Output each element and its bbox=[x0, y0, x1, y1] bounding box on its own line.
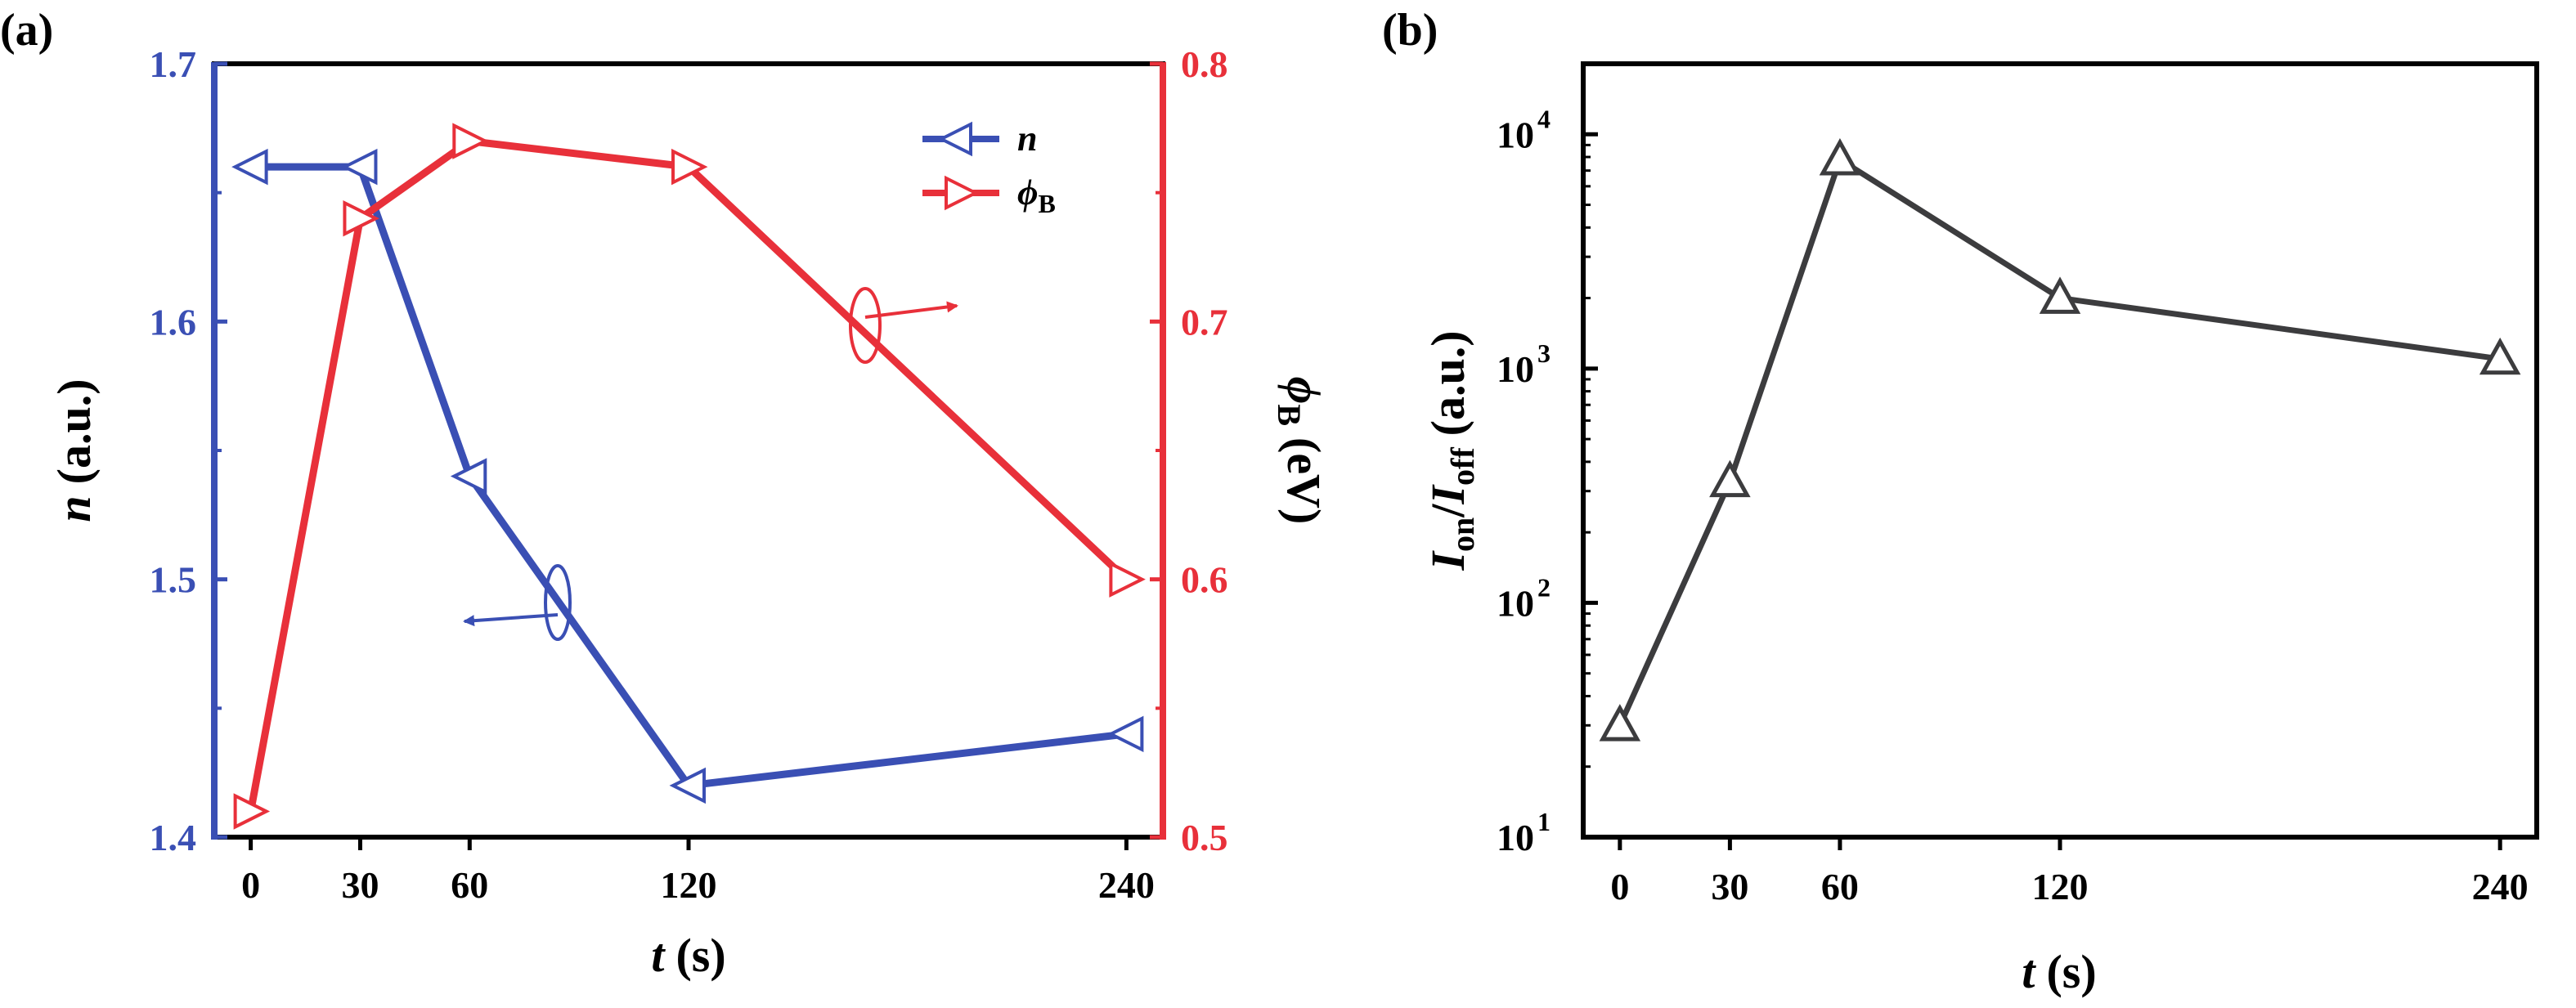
data-point-n bbox=[340, 148, 378, 186]
data-point-phi bbox=[671, 148, 708, 186]
y-tick-exponent-b: 1 bbox=[1537, 807, 1551, 836]
x-tick-label-b: 0 bbox=[1610, 866, 1629, 907]
x-tick-label-b: 60 bbox=[1821, 866, 1859, 907]
legend-label-phi: ϕB bbox=[1017, 172, 1056, 218]
data-point-on-off bbox=[1599, 704, 1641, 741]
y-tick-label-b: 10 bbox=[1497, 582, 1534, 624]
y-left-tick-label: 1.7 bbox=[150, 43, 197, 85]
data-point-on-off bbox=[2039, 276, 2081, 314]
y-left-tick-label: 1.6 bbox=[150, 301, 197, 343]
y-tick-label-b: 10 bbox=[1497, 348, 1534, 390]
legend-marker-n bbox=[937, 121, 972, 157]
y-right-tick-label: 0.8 bbox=[1181, 43, 1228, 85]
y-axis-label-b: Ion/Ioff(a.u.) bbox=[1421, 330, 1481, 571]
y-tick-exponent-b: 3 bbox=[1537, 338, 1551, 368]
legend-marker-phi bbox=[945, 175, 980, 211]
y-label-b-slash: / bbox=[1421, 504, 1474, 518]
x-axis-ticks-a: 0 30 60 120 240 bbox=[241, 837, 1155, 906]
phi-axis-indicator-ellipse bbox=[849, 287, 882, 364]
x-axis-label-unit-b: (s) bbox=[2046, 945, 2096, 998]
y-left-label-var: n bbox=[47, 495, 101, 522]
n-axis-indicator-arrow bbox=[463, 613, 559, 627]
data-point-on-off bbox=[2479, 337, 2521, 375]
data-point-on-off bbox=[1709, 459, 1751, 498]
y-left-label-unit: (a.u.) bbox=[47, 379, 101, 484]
data-point-n bbox=[231, 148, 268, 186]
y-right-label-var: ϕ bbox=[1277, 377, 1331, 405]
legend-item-phi: ϕB bbox=[922, 172, 1056, 218]
y-right-axis-label: ϕB (eV) bbox=[1271, 377, 1331, 525]
chart-panel-a: (a) 0 30 60 120 240 1.41.51.61.7 0.50.60.70.… bbox=[0, 5, 1331, 982]
panel-label-b: (b) bbox=[1382, 5, 1438, 56]
legend-label-n: n bbox=[1017, 119, 1037, 159]
y-left-ticks: 1.4 1.5 1.6 1.7 bbox=[150, 43, 227, 858]
data-point-phi bbox=[233, 793, 271, 830]
x-tick-label-a: 240 bbox=[1098, 864, 1155, 906]
n-axis-indicator-ellipse bbox=[544, 564, 572, 641]
x-axis-label-unit-a: (s) bbox=[675, 929, 725, 982]
x-axis-label-var-b: t bbox=[2022, 945, 2036, 998]
y-tick-exponent-b: 4 bbox=[1537, 104, 1551, 133]
y-left-axis-label: n (a.u.) bbox=[47, 379, 101, 522]
series-group-b bbox=[1599, 138, 2521, 741]
x-tick-label-b: 120 bbox=[2032, 866, 2089, 907]
x-tick-label-b: 30 bbox=[1711, 866, 1748, 907]
series-group-a bbox=[231, 123, 1146, 830]
data-point-phi bbox=[343, 199, 379, 237]
x-axis-ticks-b: 0 30 60 120 240 bbox=[1610, 837, 2529, 907]
y-right-label-sub: B bbox=[1271, 404, 1308, 426]
y-label-b-i2: I bbox=[1421, 484, 1474, 505]
data-point-n bbox=[450, 458, 487, 495]
y-tick-label-b: 10 bbox=[1497, 817, 1534, 858]
x-tick-label-a: 120 bbox=[661, 864, 717, 906]
y-tick-exponent-b: 2 bbox=[1537, 572, 1551, 602]
y-tick-label-b: 10 bbox=[1497, 114, 1534, 155]
panel-label-a: (a) bbox=[0, 5, 53, 56]
x-axis-label-b: t (s) bbox=[2022, 945, 2096, 998]
y-label-b-i1: I bbox=[1421, 550, 1474, 571]
y-left-tick-label: 1.4 bbox=[150, 817, 197, 858]
y-right-tick-label: 0.5 bbox=[1181, 817, 1228, 858]
data-point-n bbox=[1106, 715, 1144, 753]
x-tick-label-a: 30 bbox=[341, 864, 379, 906]
series-line-phi bbox=[247, 137, 1129, 813]
y-right-tick-label: 0.7 bbox=[1181, 301, 1228, 343]
x-tick-label-b: 240 bbox=[2472, 866, 2529, 907]
y-right-label-unit: (eV) bbox=[1277, 437, 1331, 524]
legend-a: n ϕB bbox=[922, 119, 1056, 218]
x-axis-label-a: t (s) bbox=[651, 929, 725, 982]
y-label-b-unit: (a.u.) bbox=[1421, 330, 1474, 436]
data-point-phi bbox=[1109, 561, 1146, 598]
series-line-on-off bbox=[1617, 156, 2501, 727]
x-tick-label-a: 0 bbox=[241, 864, 260, 906]
data-point-on-off bbox=[1819, 138, 1861, 176]
y-right-tick-label: 0.6 bbox=[1181, 559, 1228, 601]
phi-axis-indicator-arrow bbox=[864, 301, 958, 319]
data-point-n bbox=[669, 767, 706, 804]
legend-item-n: n bbox=[922, 119, 1037, 159]
legend-label-phi-sub: B bbox=[1038, 189, 1055, 218]
x-axis-label-var-a: t bbox=[651, 929, 666, 982]
y-right-ticks: 0.5 0.6 0.7 0.8 bbox=[1150, 43, 1228, 858]
y-label-b-off: off bbox=[1444, 447, 1481, 486]
series-line-n bbox=[250, 163, 1127, 790]
plot-frame-b bbox=[1581, 61, 2539, 840]
legend-label-phi-var: ϕ bbox=[1017, 172, 1038, 213]
y-label-b-on: on bbox=[1444, 517, 1481, 552]
x-tick-label-a: 60 bbox=[451, 864, 488, 906]
y-left-tick-label: 1.5 bbox=[150, 559, 197, 601]
data-point-phi bbox=[452, 123, 489, 159]
